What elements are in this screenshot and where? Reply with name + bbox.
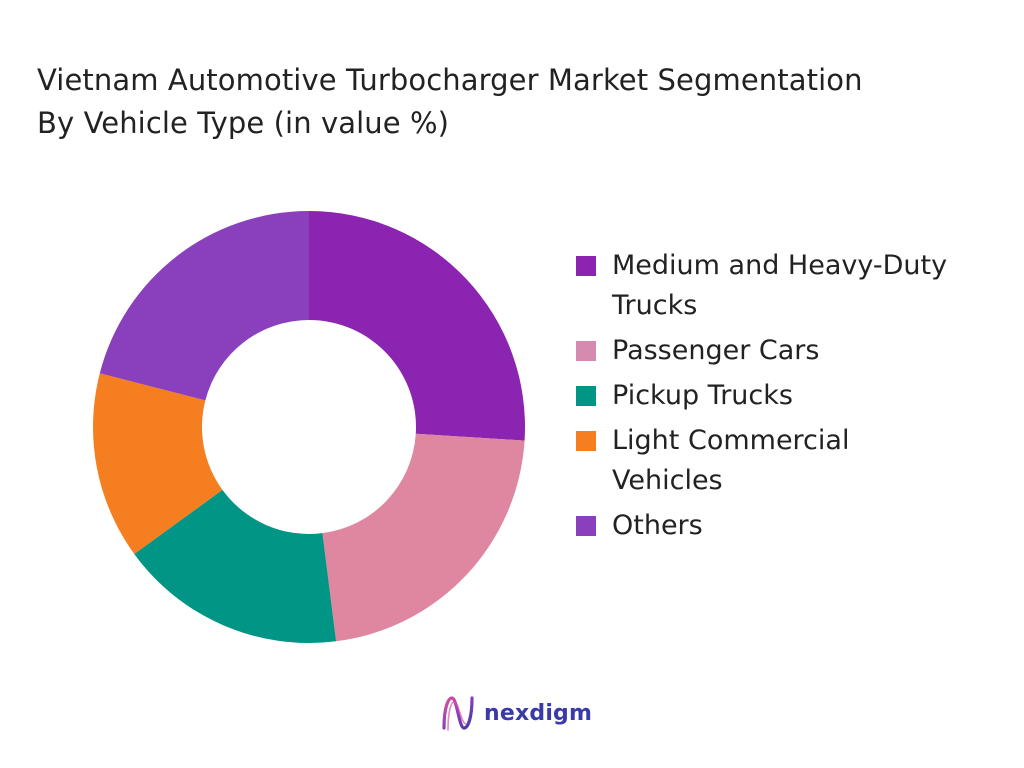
legend-label: Medium and Heavy-Duty Trucks <box>612 246 947 326</box>
legend-item-pickup-trucks: Pickup Trucks <box>576 376 1006 416</box>
slice-others <box>99 211 309 401</box>
chart-legend: Medium and Heavy-Duty Trucks Passenger C… <box>576 246 1006 551</box>
legend-label: Pickup Trucks <box>612 376 793 416</box>
legend-label-line: Others <box>612 510 703 541</box>
legend-swatch <box>576 431 596 451</box>
nexdigm-logo-icon <box>442 696 474 731</box>
legend-label-line: Passenger Cars <box>612 335 820 366</box>
legend-item-passenger-cars: Passenger Cars <box>576 331 1006 371</box>
legend-label-line: Light Commercial <box>612 425 850 456</box>
chart-title: Vietnam Automotive Turbocharger Market S… <box>37 59 997 145</box>
slice-medium-and-heavy-duty-trucks <box>309 211 525 441</box>
legend-swatch <box>576 516 596 536</box>
legend-label-line: Trucks <box>612 290 698 321</box>
legend-item-light-commercial-vehicles: Light Commercial Vehicles <box>576 421 1006 501</box>
donut-chart <box>93 211 525 643</box>
legend-label-line: Medium and Heavy-Duty <box>612 250 948 281</box>
chart-title-line-2: By Vehicle Type (in value %) <box>37 106 450 141</box>
legend-label: Passenger Cars <box>612 331 819 371</box>
slice-light-commercial-vehicles <box>93 373 223 554</box>
legend-label: Others <box>612 506 703 546</box>
brand-name: nexdigm <box>484 700 593 726</box>
legend-swatch <box>576 256 596 276</box>
slice-passenger-cars <box>322 433 525 642</box>
legend-label-line: Vehicles <box>612 465 723 496</box>
slice-pickup-trucks <box>134 489 337 643</box>
legend-swatch <box>576 386 596 406</box>
legend-swatch <box>576 341 596 361</box>
brand-footer: nexdigm <box>440 694 592 732</box>
legend-item-medium-heavy-duty-trucks: Medium and Heavy-Duty Trucks <box>576 246 1006 326</box>
legend-label: Light Commercial Vehicles <box>612 421 849 501</box>
legend-label-line: Pickup Trucks <box>612 380 793 411</box>
chart-title-line-1: Vietnam Automotive Turbocharger Market S… <box>37 63 863 98</box>
legend-item-others: Others <box>576 506 1006 546</box>
